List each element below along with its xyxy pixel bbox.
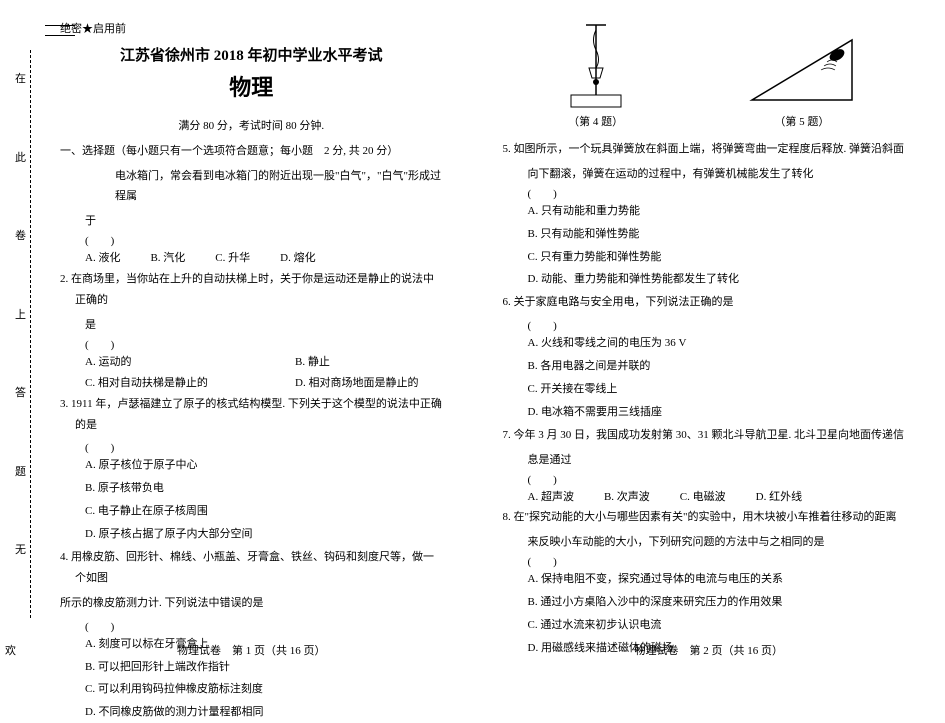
side-vertical-text: 在 此 卷 上 答 题 无 bbox=[15, 60, 26, 610]
side-char: 此 bbox=[15, 139, 26, 178]
q3-b: B. 原子核带负电 bbox=[85, 478, 443, 499]
q8-text: 8. 在"探究动能的大小与哪些因素有关"的实验中，用木块被小车推着往移动的距离 bbox=[503, 507, 916, 528]
q6-options: A. 火线和零线之间的电压为 36 V B. 各用电器之间是并联的 C. 开关接… bbox=[503, 333, 916, 423]
q5-text: 5. 如图所示，一个玩具弹簧放在斜面上端，将弹簧弯曲一定程度后释放. 弹簧沿斜面 bbox=[503, 139, 916, 160]
side-char: 题 bbox=[15, 453, 26, 492]
q2-b: B. 静止 bbox=[295, 352, 330, 373]
q1-b: B. 汽化 bbox=[150, 248, 185, 269]
subject-title: 物理 bbox=[60, 70, 443, 102]
score-info: 满分 80 分，考试时间 80 分钟. bbox=[60, 117, 443, 133]
q7-text: 7. 今年 3 月 30 日，我国成功发射第 30、31 颗北斗导航卫星. 北斗… bbox=[503, 425, 916, 446]
q8-text2: 来反映小车动能的大小，下列研究问题的方法中与之相同的是 bbox=[503, 532, 916, 553]
side-char: 无 bbox=[15, 531, 26, 570]
q4-b: B. 可以把回形针上端改作指针 bbox=[85, 657, 443, 678]
figure-5-svg bbox=[742, 20, 862, 110]
q8-c: C. 通过水流来初步认识电流 bbox=[528, 615, 916, 636]
q1-paren: ( ) bbox=[60, 232, 443, 248]
q1-d: D. 熔化 bbox=[280, 248, 315, 269]
page-right: （第 4 题） （第 5 题） 5. 如图所示，一个玩具弹簧放在斜面上端，将弹簧… bbox=[473, 0, 945, 668]
q8-a: A. 保持电阻不变，探究通过导体的电流与电压的关系 bbox=[528, 569, 916, 590]
q8-b: B. 通过小方桌陷入沙中的深度来研究压力的作用效果 bbox=[528, 592, 916, 613]
q5-b: B. 只有动能和弹性势能 bbox=[528, 224, 916, 245]
q2-options-row2: C. 相对自动扶梯是静止的 D. 相对商场地面是静止的 bbox=[60, 373, 443, 394]
q3-options: A. 原子核位于原子中心 B. 原子核带负电 C. 电子静止在原子核周围 D. … bbox=[60, 455, 443, 545]
side-char: 答 bbox=[15, 374, 26, 413]
q2-options-row1: A. 运动的 B. 静止 bbox=[60, 352, 443, 373]
q5-options: A. 只有动能和重力势能 B. 只有动能和弹性势能 C. 只有重力势能和弹性势能… bbox=[503, 201, 916, 291]
q1-tail: 于 bbox=[60, 211, 443, 232]
q1-a: A. 液化 bbox=[85, 248, 120, 269]
q6-a: A. 火线和零线之间的电压为 36 V bbox=[528, 333, 916, 354]
q4-text2: 所示的橡皮筋测力计. 下列说法中错误的是 bbox=[60, 593, 443, 614]
section-one-head: 一、选择题（每小题只有一个选项符合题意；每小题 2 分, 共 20 分） bbox=[60, 143, 443, 161]
footer-huan: 欢 bbox=[5, 642, 16, 658]
q5-d: D. 动能、重力势能和弹性势能都发生了转化 bbox=[528, 269, 916, 290]
figure-4-caption: （第 4 题） bbox=[568, 116, 623, 128]
q2-text2: 是 bbox=[60, 315, 443, 336]
q2-paren: ( ) bbox=[60, 336, 443, 352]
q7-options: A. 超声波 B. 次声波 C. 电磁波 D. 红外线 bbox=[503, 487, 916, 508]
q3-c: C. 电子静止在原子核周围 bbox=[85, 501, 443, 522]
q1-intro: 电冰箱门，常会看到电冰箱门的附近出现一股"白气"，"白气"形成过程属 bbox=[60, 166, 443, 208]
q3-d: D. 原子核占据了原子内大部分空间 bbox=[85, 524, 443, 545]
figure-4-svg bbox=[556, 20, 636, 110]
page-footer-2: 物理试卷 第 2 页（共 16 页） bbox=[503, 642, 916, 658]
q4-c: C. 可以利用钩码拉伸橡皮筋标注刻度 bbox=[85, 679, 443, 700]
figures-row: （第 4 题） （第 5 题） bbox=[503, 20, 916, 129]
figure-5-caption: （第 5 题） bbox=[774, 116, 829, 128]
q7-c: C. 电磁波 bbox=[680, 487, 726, 508]
page-left: 在 此 卷 上 答 题 无 绝密★启用前 江苏省徐州市 2018 年初中学业水平… bbox=[0, 0, 473, 668]
q3-text: 3. 1911 年，卢瑟福建立了原子的核式结构模型. 下列关于这个模型的说法中正… bbox=[60, 394, 443, 436]
q3-paren: ( ) bbox=[60, 439, 443, 455]
q4-d: D. 不同橡皮筋做的测力计量程都相同 bbox=[85, 702, 443, 723]
exam-title: 江苏省徐州市 2018 年初中学业水平考试 bbox=[60, 44, 443, 65]
q7-a: A. 超声波 bbox=[528, 487, 574, 508]
q1-options: A. 液化 B. 汽化 C. 升华 D. 熔化 bbox=[60, 248, 443, 269]
confidential-mark: 绝密★启用前 bbox=[60, 20, 443, 36]
q5-c: C. 只有重力势能和弹性势能 bbox=[528, 247, 916, 268]
q1-c: C. 升华 bbox=[215, 248, 250, 269]
q6-d: D. 电冰箱不需要用三线插座 bbox=[528, 402, 916, 423]
page-footer-1: 物理试卷 第 1 页（共 16 页） bbox=[60, 642, 443, 658]
side-char: 上 bbox=[15, 296, 26, 335]
decor-line bbox=[45, 25, 75, 26]
q7-paren: ( ) bbox=[503, 471, 916, 487]
q4-paren: ( ) bbox=[60, 618, 443, 634]
q2-c: C. 相对自动扶梯是静止的 bbox=[85, 373, 265, 394]
q5-paren: ( ) bbox=[503, 185, 916, 201]
q6-b: B. 各用电器之间是并联的 bbox=[528, 356, 916, 377]
q6-text: 6. 关于家庭电路与安全用电，下列说法正确的是 bbox=[503, 292, 916, 313]
q7-d: D. 红外线 bbox=[756, 487, 802, 508]
side-char: 在 bbox=[15, 60, 26, 99]
q8-paren: ( ) bbox=[503, 553, 916, 569]
figure-4: （第 4 题） bbox=[556, 20, 636, 129]
q7-b: B. 次声波 bbox=[604, 487, 650, 508]
q4-text: 4. 用橡皮筋、回形针、棉线、小瓶盖、牙膏盒、铁丝、钩码和刻度尺等，做一个如图 bbox=[60, 547, 443, 589]
figure-5: （第 5 题） bbox=[742, 20, 862, 129]
q6-c: C. 开关接在零线上 bbox=[528, 379, 916, 400]
q2-a: A. 运动的 bbox=[85, 352, 265, 373]
decor-line bbox=[45, 35, 75, 36]
q2-d: D. 相对商场地面是静止的 bbox=[295, 373, 418, 394]
q5-text2: 向下翻滚，弹簧在运动的过程中，有弹簧机械能发生了转化 bbox=[503, 164, 916, 185]
q7-text2: 息是通过 bbox=[503, 450, 916, 471]
cut-line bbox=[30, 50, 31, 618]
q2-text: 2. 在商场里，当你站在上升的自动扶梯上时，关于你是运动还是静止的说法中正确的 bbox=[60, 269, 443, 311]
side-char: 卷 bbox=[15, 217, 26, 256]
q5-a: A. 只有动能和重力势能 bbox=[528, 201, 916, 222]
q3-a: A. 原子核位于原子中心 bbox=[85, 455, 443, 476]
q6-paren: ( ) bbox=[503, 317, 916, 333]
